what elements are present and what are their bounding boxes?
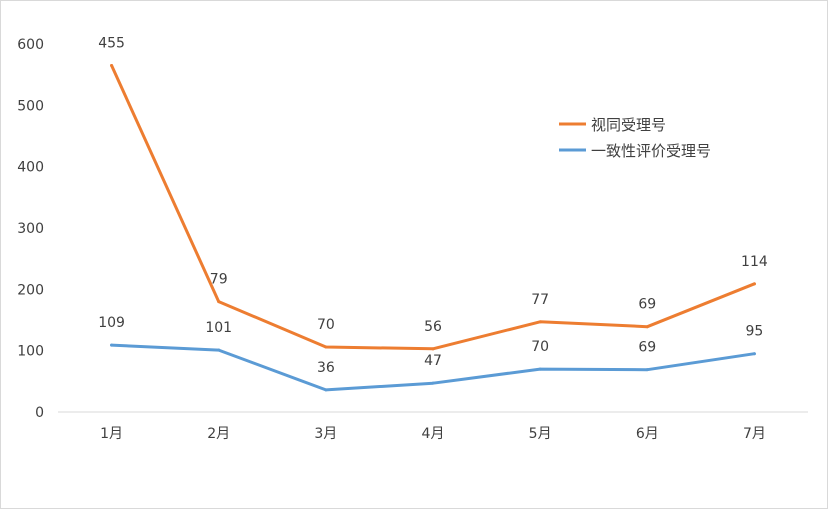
data-point bbox=[217, 348, 221, 352]
data-label: 47 bbox=[424, 353, 442, 369]
x-tick-label: 1月 bbox=[100, 426, 123, 442]
data-point bbox=[324, 388, 328, 392]
data-label: 114 bbox=[741, 254, 768, 270]
y-tick-label: 300 bbox=[17, 221, 44, 237]
data-point bbox=[324, 345, 328, 349]
data-label: 455 bbox=[98, 35, 125, 51]
x-tick-label: 4月 bbox=[422, 426, 445, 442]
data-point bbox=[110, 63, 114, 67]
data-label: 77 bbox=[531, 292, 549, 308]
data-label: 69 bbox=[638, 340, 656, 356]
x-tick-label: 5月 bbox=[529, 426, 552, 442]
x-tick-label: 6月 bbox=[636, 426, 659, 442]
data-label: 70 bbox=[317, 317, 335, 333]
data-label-layer: 455 79 70 56 77 69 114 109 101 36 47 70 69 95 bbox=[98, 35, 768, 375]
data-point bbox=[538, 320, 542, 324]
y-tick-label: 400 bbox=[17, 160, 44, 176]
x-axis: 1月 2月 3月 4月 5月 6月 7月 bbox=[100, 426, 766, 442]
data-point bbox=[217, 300, 221, 304]
data-label: 79 bbox=[210, 272, 228, 288]
y-tick-label: 100 bbox=[17, 344, 44, 360]
y-axis: 0 100 200 300 400 500 600 bbox=[17, 37, 44, 421]
data-label: 36 bbox=[317, 360, 335, 376]
data-point bbox=[538, 367, 542, 371]
data-label: 56 bbox=[424, 319, 442, 335]
data-label: 109 bbox=[98, 315, 125, 331]
data-label: 70 bbox=[531, 339, 549, 355]
y-tick-label: 0 bbox=[35, 405, 44, 421]
y-tick-label: 600 bbox=[17, 37, 44, 53]
legend-label: 视同受理号 bbox=[591, 116, 666, 134]
data-point bbox=[431, 347, 435, 351]
y-tick-label: 500 bbox=[17, 98, 44, 114]
x-tick-label: 7月 bbox=[743, 426, 766, 442]
data-point bbox=[645, 325, 649, 329]
series-line-0 bbox=[110, 64, 756, 351]
data-label: 69 bbox=[638, 297, 656, 313]
x-tick-label: 3月 bbox=[314, 426, 337, 442]
data-point bbox=[110, 343, 114, 347]
data-point bbox=[752, 352, 756, 356]
data-point bbox=[752, 282, 756, 286]
data-label: 101 bbox=[205, 320, 232, 336]
data-point bbox=[645, 368, 649, 372]
x-tick-label: 2月 bbox=[207, 426, 230, 442]
legend-label: 一致性评价受理号 bbox=[591, 142, 711, 160]
data-point bbox=[431, 381, 435, 385]
y-tick-label: 200 bbox=[17, 282, 44, 298]
data-label: 95 bbox=[746, 324, 764, 340]
series-layer bbox=[110, 63, 756, 392]
